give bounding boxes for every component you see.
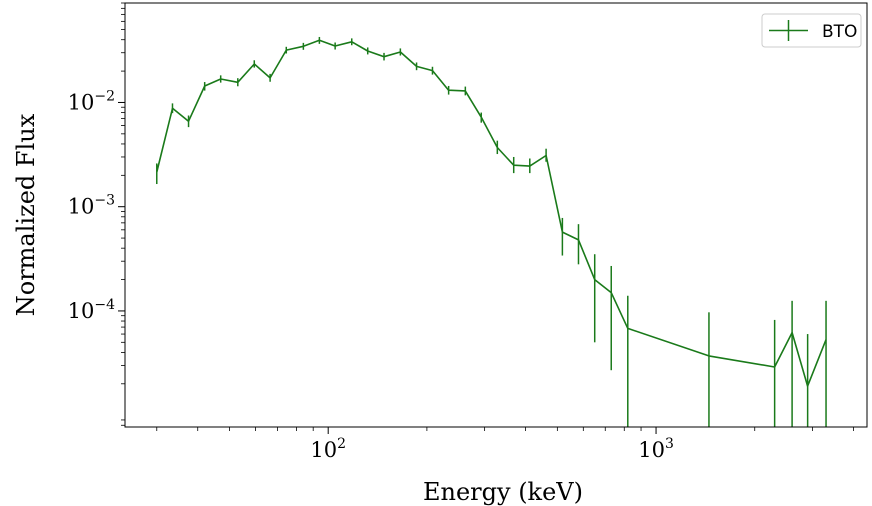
x-tick-label: 103 <box>638 436 674 462</box>
y-tick-label: 10−2 <box>68 88 115 114</box>
plot-background <box>125 3 867 427</box>
y-axis-label: Normalized Flux <box>12 113 40 316</box>
legend-box <box>761 13 862 48</box>
x-tick-label-exponent: 3 <box>665 436 674 452</box>
legend-label-bto: BTO <box>822 22 857 42</box>
y-tick-label-exponent: −2 <box>94 88 115 104</box>
y-tick-label: 10−3 <box>68 193 115 219</box>
y-tick-label: 10−4 <box>68 297 115 323</box>
x-tick-label-base: 10 <box>638 438 665 462</box>
minor-ticks <box>121 2 854 431</box>
plot-frame <box>124 2 868 428</box>
y-tick-label-exponent: −4 <box>94 297 115 313</box>
x-tick-label-exponent: 2 <box>337 436 346 452</box>
series-layer <box>156 36 827 427</box>
y-tick-label-base: 10 <box>68 195 95 219</box>
x-tick-label-base: 10 <box>310 438 337 462</box>
major-ticks <box>118 101 657 434</box>
y-tick-label-base: 10 <box>68 90 95 114</box>
x-axis-label: Energy (keV) <box>423 478 583 506</box>
y-tick-label-exponent: −3 <box>94 193 115 209</box>
legend: BTO <box>761 13 862 48</box>
x-tick-label: 102 <box>310 436 346 462</box>
y-tick-label-base: 10 <box>68 299 95 323</box>
